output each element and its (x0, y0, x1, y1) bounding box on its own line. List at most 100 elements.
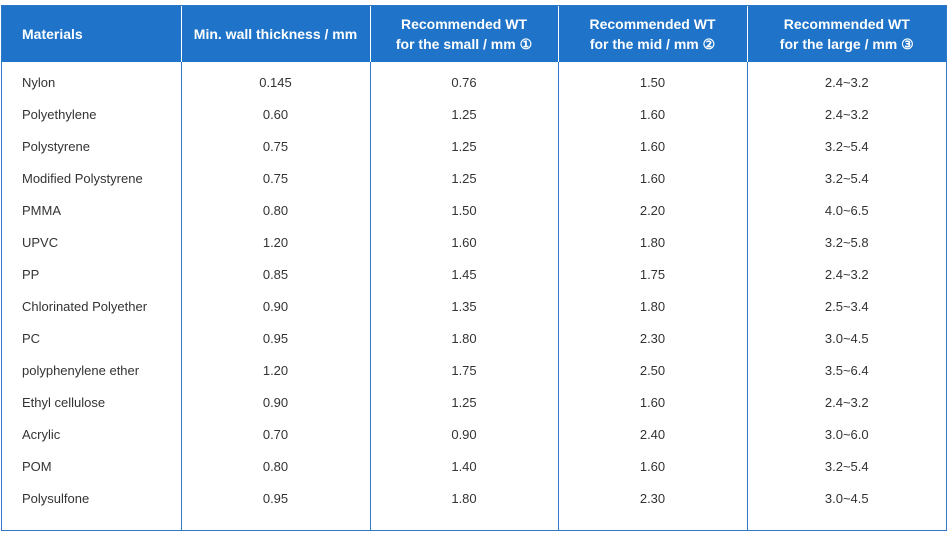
min-wall-thickness-cell: 0.145 (180, 62, 370, 98)
recommended-large-cell: 2.4~3.2 (746, 62, 946, 98)
recommended-mid-cell: 1.60 (557, 130, 747, 162)
material-cell: Polysulfone (22, 490, 90, 506)
recommended-mid-cell: 1.60 (557, 98, 747, 130)
recommended-mid-cell: 1.50 (557, 62, 747, 98)
recommended-small-cell: 1.80 (369, 322, 558, 354)
header-row: Materials Min. wall thickness / mm Recomme… (2, 6, 946, 62)
header-text-line: for the small / mm ① (395, 36, 533, 52)
recommended-mid-cell: 2.20 (557, 194, 747, 226)
material-cell: POM (22, 458, 52, 474)
recommended-large-cell: 2.5~3.4 (746, 290, 946, 322)
min-wall-thickness-cell: 0.75 (180, 130, 370, 162)
material-cell: UPVC (22, 234, 59, 250)
header-recommended-mid: Recommended WT for the mid / mm ② (557, 6, 747, 62)
recommended-small-cell: 1.75 (369, 354, 558, 386)
recommended-mid-cell: 1.80 (557, 290, 747, 322)
header-text-line: for the mid / mm ② (589, 36, 716, 52)
recommended-mid-cell: 1.60 (557, 162, 747, 194)
material-cell: Chlorinated Polyether (22, 298, 148, 314)
filler-cell (557, 514, 747, 530)
recommended-large-cell: 3.2~5.4 (746, 162, 946, 194)
recommended-small-cell: 1.50 (369, 194, 558, 226)
recommended-small-cell: 1.25 (369, 98, 558, 130)
material-cell: Polystyrene (22, 138, 90, 154)
recommended-large-cell: 4.0~6.5 (746, 194, 946, 226)
recommended-large-cell: 3.0~4.5 (746, 322, 946, 354)
filler-cell (2, 514, 181, 530)
table-row: polyphenylene ether 1.20 1.75 2.50 3.5~6.4 (2, 354, 946, 386)
header-text-line: for the large / mm ③ (779, 36, 914, 52)
min-wall-thickness-cell: 0.70 (180, 418, 370, 450)
min-wall-thickness-cell: 0.75 (180, 162, 370, 194)
recommended-mid-cell: 2.30 (557, 322, 747, 354)
material-cell: PP (22, 266, 40, 282)
min-wall-thickness-cell: 0.95 (180, 322, 370, 354)
recommended-small-cell: 0.76 (369, 62, 558, 98)
header-text-line: Materials (22, 26, 83, 42)
recommended-mid-cell: 1.75 (557, 258, 747, 290)
recommended-large-cell: 2.4~3.2 (746, 98, 946, 130)
table-row: Polyethylene 0.60 1.25 1.60 2.4~3.2 (2, 98, 946, 130)
table-row: UPVC 1.20 1.60 1.80 3.2~5.8 (2, 226, 946, 258)
header-text-line: Recommended WT (400, 16, 527, 32)
min-wall-thickness-cell: 0.60 (180, 98, 370, 130)
table-row: Polysulfone 0.95 1.80 2.30 3.0~4.5 (2, 482, 946, 514)
filler-cell (180, 514, 370, 530)
header-text-line: Recommended WT (783, 16, 910, 32)
table-row: PC 0.95 1.80 2.30 3.0~4.5 (2, 322, 946, 354)
min-wall-thickness-cell: 0.90 (180, 290, 370, 322)
min-wall-thickness-cell: 0.90 (180, 386, 370, 418)
min-wall-thickness-cell: 1.20 (180, 354, 370, 386)
table-row: PP 0.85 1.45 1.75 2.4~3.2 (2, 258, 946, 290)
recommended-large-cell: 2.4~3.2 (746, 258, 946, 290)
table-row: PMMA 0.80 1.50 2.20 4.0~6.5 (2, 194, 946, 226)
recommended-large-cell: 3.5~6.4 (746, 354, 946, 386)
material-cell: Nylon (22, 74, 56, 90)
wall-thickness-table: Materials Min. wall thickness / mm Recomme… (2, 6, 946, 530)
table-row: Acrylic 0.70 0.90 2.40 3.0~6.0 (2, 418, 946, 450)
table-row: POM 0.80 1.40 1.60 3.2~5.4 (2, 450, 946, 482)
material-cell: Modified Polystyrene (22, 170, 143, 186)
filler-cell (369, 514, 558, 530)
recommended-small-cell: 1.60 (369, 226, 558, 258)
header-materials: Materials (2, 6, 181, 62)
table-row: Chlorinated Polyether 0.90 1.35 1.80 2.5~3.4 (2, 290, 946, 322)
material-cell: PMMA (22, 202, 61, 218)
header-text-line: Min. wall thickness / mm (193, 26, 358, 42)
recommended-small-cell: 1.45 (369, 258, 558, 290)
min-wall-thickness-cell: 1.20 (180, 226, 370, 258)
min-wall-thickness-cell: 0.85 (180, 258, 370, 290)
material-cell: polyphenylene ether (22, 362, 140, 378)
min-wall-thickness-cell: 0.80 (180, 194, 370, 226)
header-min-wall-thickness: Min. wall thickness / mm (180, 6, 370, 62)
header-recommended-small: Recommended WT for the small / mm ① (369, 6, 558, 62)
recommended-large-cell: 3.2~5.4 (746, 130, 946, 162)
filler-cell (746, 514, 946, 530)
recommended-mid-cell: 2.50 (557, 354, 747, 386)
wall-thickness-table-container: Materials Min. wall thickness / mm Recomme… (1, 5, 947, 531)
recommended-small-cell: 1.80 (369, 482, 558, 514)
recommended-small-cell: 1.35 (369, 290, 558, 322)
table-row: Modified Polystyrene 0.75 1.25 1.60 3.2~5.4 (2, 162, 946, 194)
recommended-large-cell: 3.0~4.5 (746, 482, 946, 514)
recommended-mid-cell: 1.80 (557, 226, 747, 258)
recommended-large-cell: 3.0~6.0 (746, 418, 946, 450)
recommended-small-cell: 1.25 (369, 386, 558, 418)
recommended-large-cell: 3.2~5.8 (746, 226, 946, 258)
table-row: Ethyl cellulose 0.90 1.25 1.60 2.4~3.2 (2, 386, 946, 418)
header-recommended-large: Recommended WT for the large / mm ③ (746, 6, 946, 62)
min-wall-thickness-cell: 0.95 (180, 482, 370, 514)
recommended-mid-cell: 1.60 (557, 386, 747, 418)
recommended-mid-cell: 2.30 (557, 482, 747, 514)
recommended-small-cell: 1.25 (369, 130, 558, 162)
material-cell: Acrylic (22, 426, 61, 442)
material-cell: Polyethylene (22, 106, 97, 122)
material-cell: PC (22, 330, 41, 346)
table-header: Materials Min. wall thickness / mm Recomme… (2, 6, 946, 62)
recommended-small-cell: 1.25 (369, 162, 558, 194)
recommended-small-cell: 1.40 (369, 450, 558, 482)
table-body: Nylon 0.145 0.76 1.50 2.4~3.2 Polyethylene 0.6… (2, 62, 946, 530)
material-cell: Ethyl cellulose (22, 394, 106, 410)
recommended-mid-cell: 2.40 (557, 418, 747, 450)
recommended-small-cell: 0.90 (369, 418, 558, 450)
